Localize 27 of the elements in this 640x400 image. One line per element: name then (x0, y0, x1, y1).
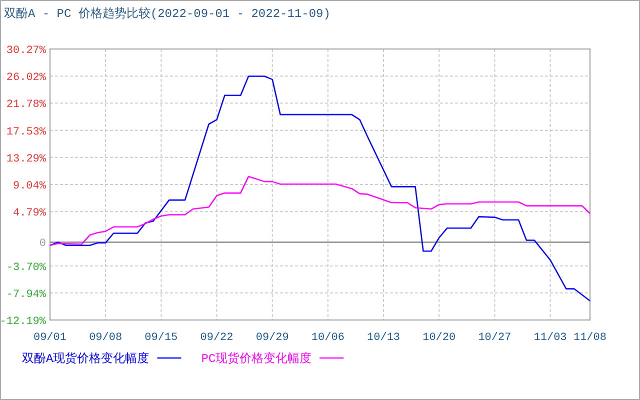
chart-title: 双酚A - PC 价格趋势比较(2022-09-01 - 2022-11-09) (4, 7, 330, 21)
x-tick-label: 09/08 (89, 332, 122, 344)
x-tick-label: 11/03 (534, 332, 567, 344)
x-tick-label: 10/13 (367, 332, 400, 344)
y-tick-label: 30.27% (6, 45, 46, 57)
x-tick-label: 11/08 (573, 332, 607, 344)
y-tick-label: 26.02% (6, 72, 46, 84)
x-tick-label: 10/27 (478, 332, 512, 344)
y-tick-label: 4.79% (12, 208, 46, 220)
y-tick-label: 17.53% (6, 126, 46, 138)
y-tick-label: -3.70% (6, 262, 46, 274)
y-tick-label: 21.78% (6, 99, 46, 112)
y-tick-label: -7.94% (6, 288, 46, 301)
x-tick-label: 10/06 (311, 332, 344, 344)
x-tick-label: 09/01 (33, 332, 67, 344)
x-tick-label: 09/15 (144, 332, 178, 344)
line-series (49, 176, 591, 246)
y-tick-label: -12.19% (0, 316, 46, 328)
legend-label: 双酚A现货价格变化幅度 (22, 351, 150, 366)
x-tick-label: 09/29 (256, 332, 289, 344)
legend-label: PC现货价格变化幅度 (201, 351, 312, 366)
y-tick-label: 13.29% (6, 153, 46, 166)
y-tick-label: 0 (39, 238, 46, 250)
line-series (49, 76, 591, 302)
y-tick-label: 9.04% (12, 180, 46, 192)
x-tick-label: 10/20 (422, 332, 456, 344)
x-tick-label: 09/22 (200, 332, 234, 344)
